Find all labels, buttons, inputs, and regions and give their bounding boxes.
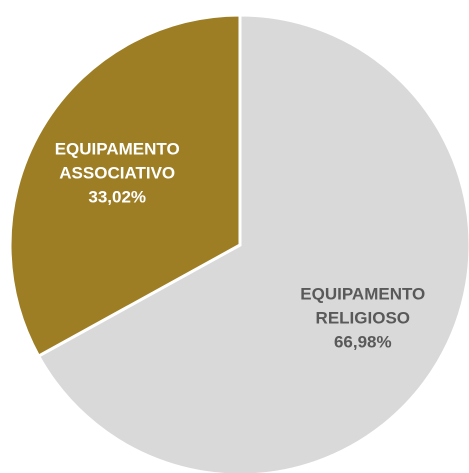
slice-category-label: ASSOCIATIVO	[59, 163, 175, 182]
slice-category-label: EQUIPAMENTO	[300, 285, 425, 304]
slice-value-label: 66,98%	[334, 333, 392, 352]
slice-label-1: EQUIPAMENTO ASSOCIATIVO 33,02%	[55, 139, 180, 206]
slices-layer	[8, 13, 469, 473]
labels-layer: EQUIPAMENTO RELIGIOSO 66,98% EQUIPAMENTO ASS…	[55, 139, 426, 351]
pie-slice-0	[36, 13, 469, 473]
slice-label-0: EQUIPAMENTO RELIGIOSO 66,98%	[300, 285, 425, 352]
slice-category-label: EQUIPAMENTO	[55, 139, 180, 158]
slice-value-label: 33,02%	[88, 187, 146, 206]
pie-slice-1	[8, 13, 242, 359]
slice-category-label: RELIGIOSO	[316, 309, 410, 328]
